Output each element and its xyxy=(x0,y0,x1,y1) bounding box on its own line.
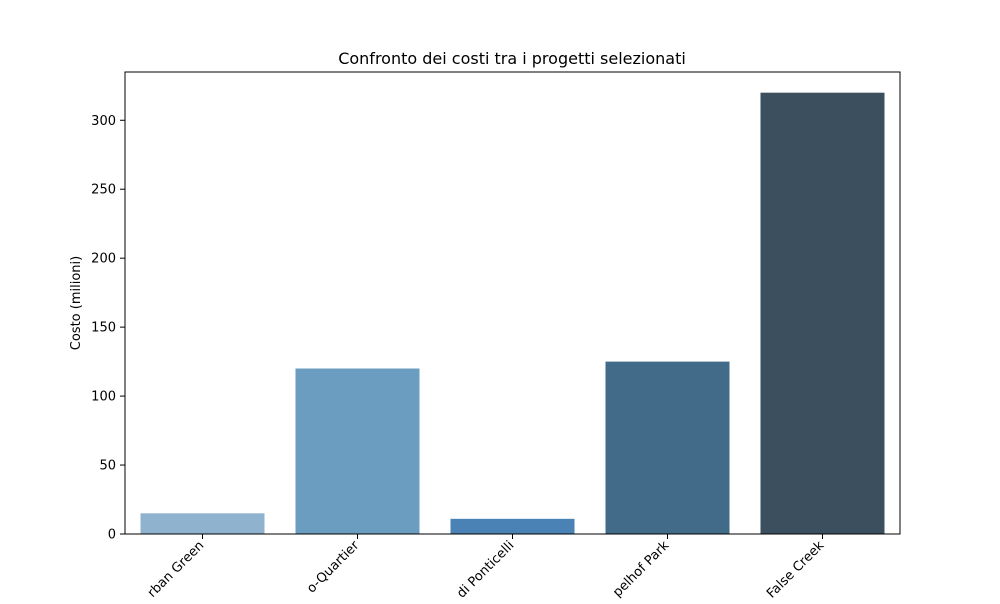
chart-title: Confronto dei costi tra i progetti selez… xyxy=(338,49,686,68)
bars-group xyxy=(140,92,885,534)
x-tick-label: pelhof Park xyxy=(610,538,672,600)
bar-3 xyxy=(450,518,575,534)
x-tick-label: o-Quartier xyxy=(304,538,363,597)
y-tick-label: 250 xyxy=(91,183,116,198)
y-tick-label: 150 xyxy=(91,321,116,336)
x-axis-ticks: rban Green o-Quartier di Ponticelli pelhof … xyxy=(145,534,828,601)
bar-5 xyxy=(760,92,885,534)
x-tick-label: rban Green xyxy=(145,538,207,600)
bar-2 xyxy=(295,368,420,534)
x-tick-label: di Ponticelli xyxy=(454,538,517,600)
y-axis-ticks: 0 50 100 150 200 250 300 xyxy=(91,114,125,543)
plot-area-frame xyxy=(124,71,901,535)
y-tick-label: 0 xyxy=(108,528,116,543)
y-tick-label: 100 xyxy=(91,390,116,405)
x-tick-label: False Creek xyxy=(764,538,828,600)
bar-1 xyxy=(140,513,265,534)
y-axis-label: Costo (milioni) xyxy=(69,256,84,350)
bar-4 xyxy=(605,361,730,534)
y-tick-label: 300 xyxy=(91,114,116,129)
y-tick-label: 50 xyxy=(99,459,116,474)
y-tick-label: 200 xyxy=(91,252,116,267)
